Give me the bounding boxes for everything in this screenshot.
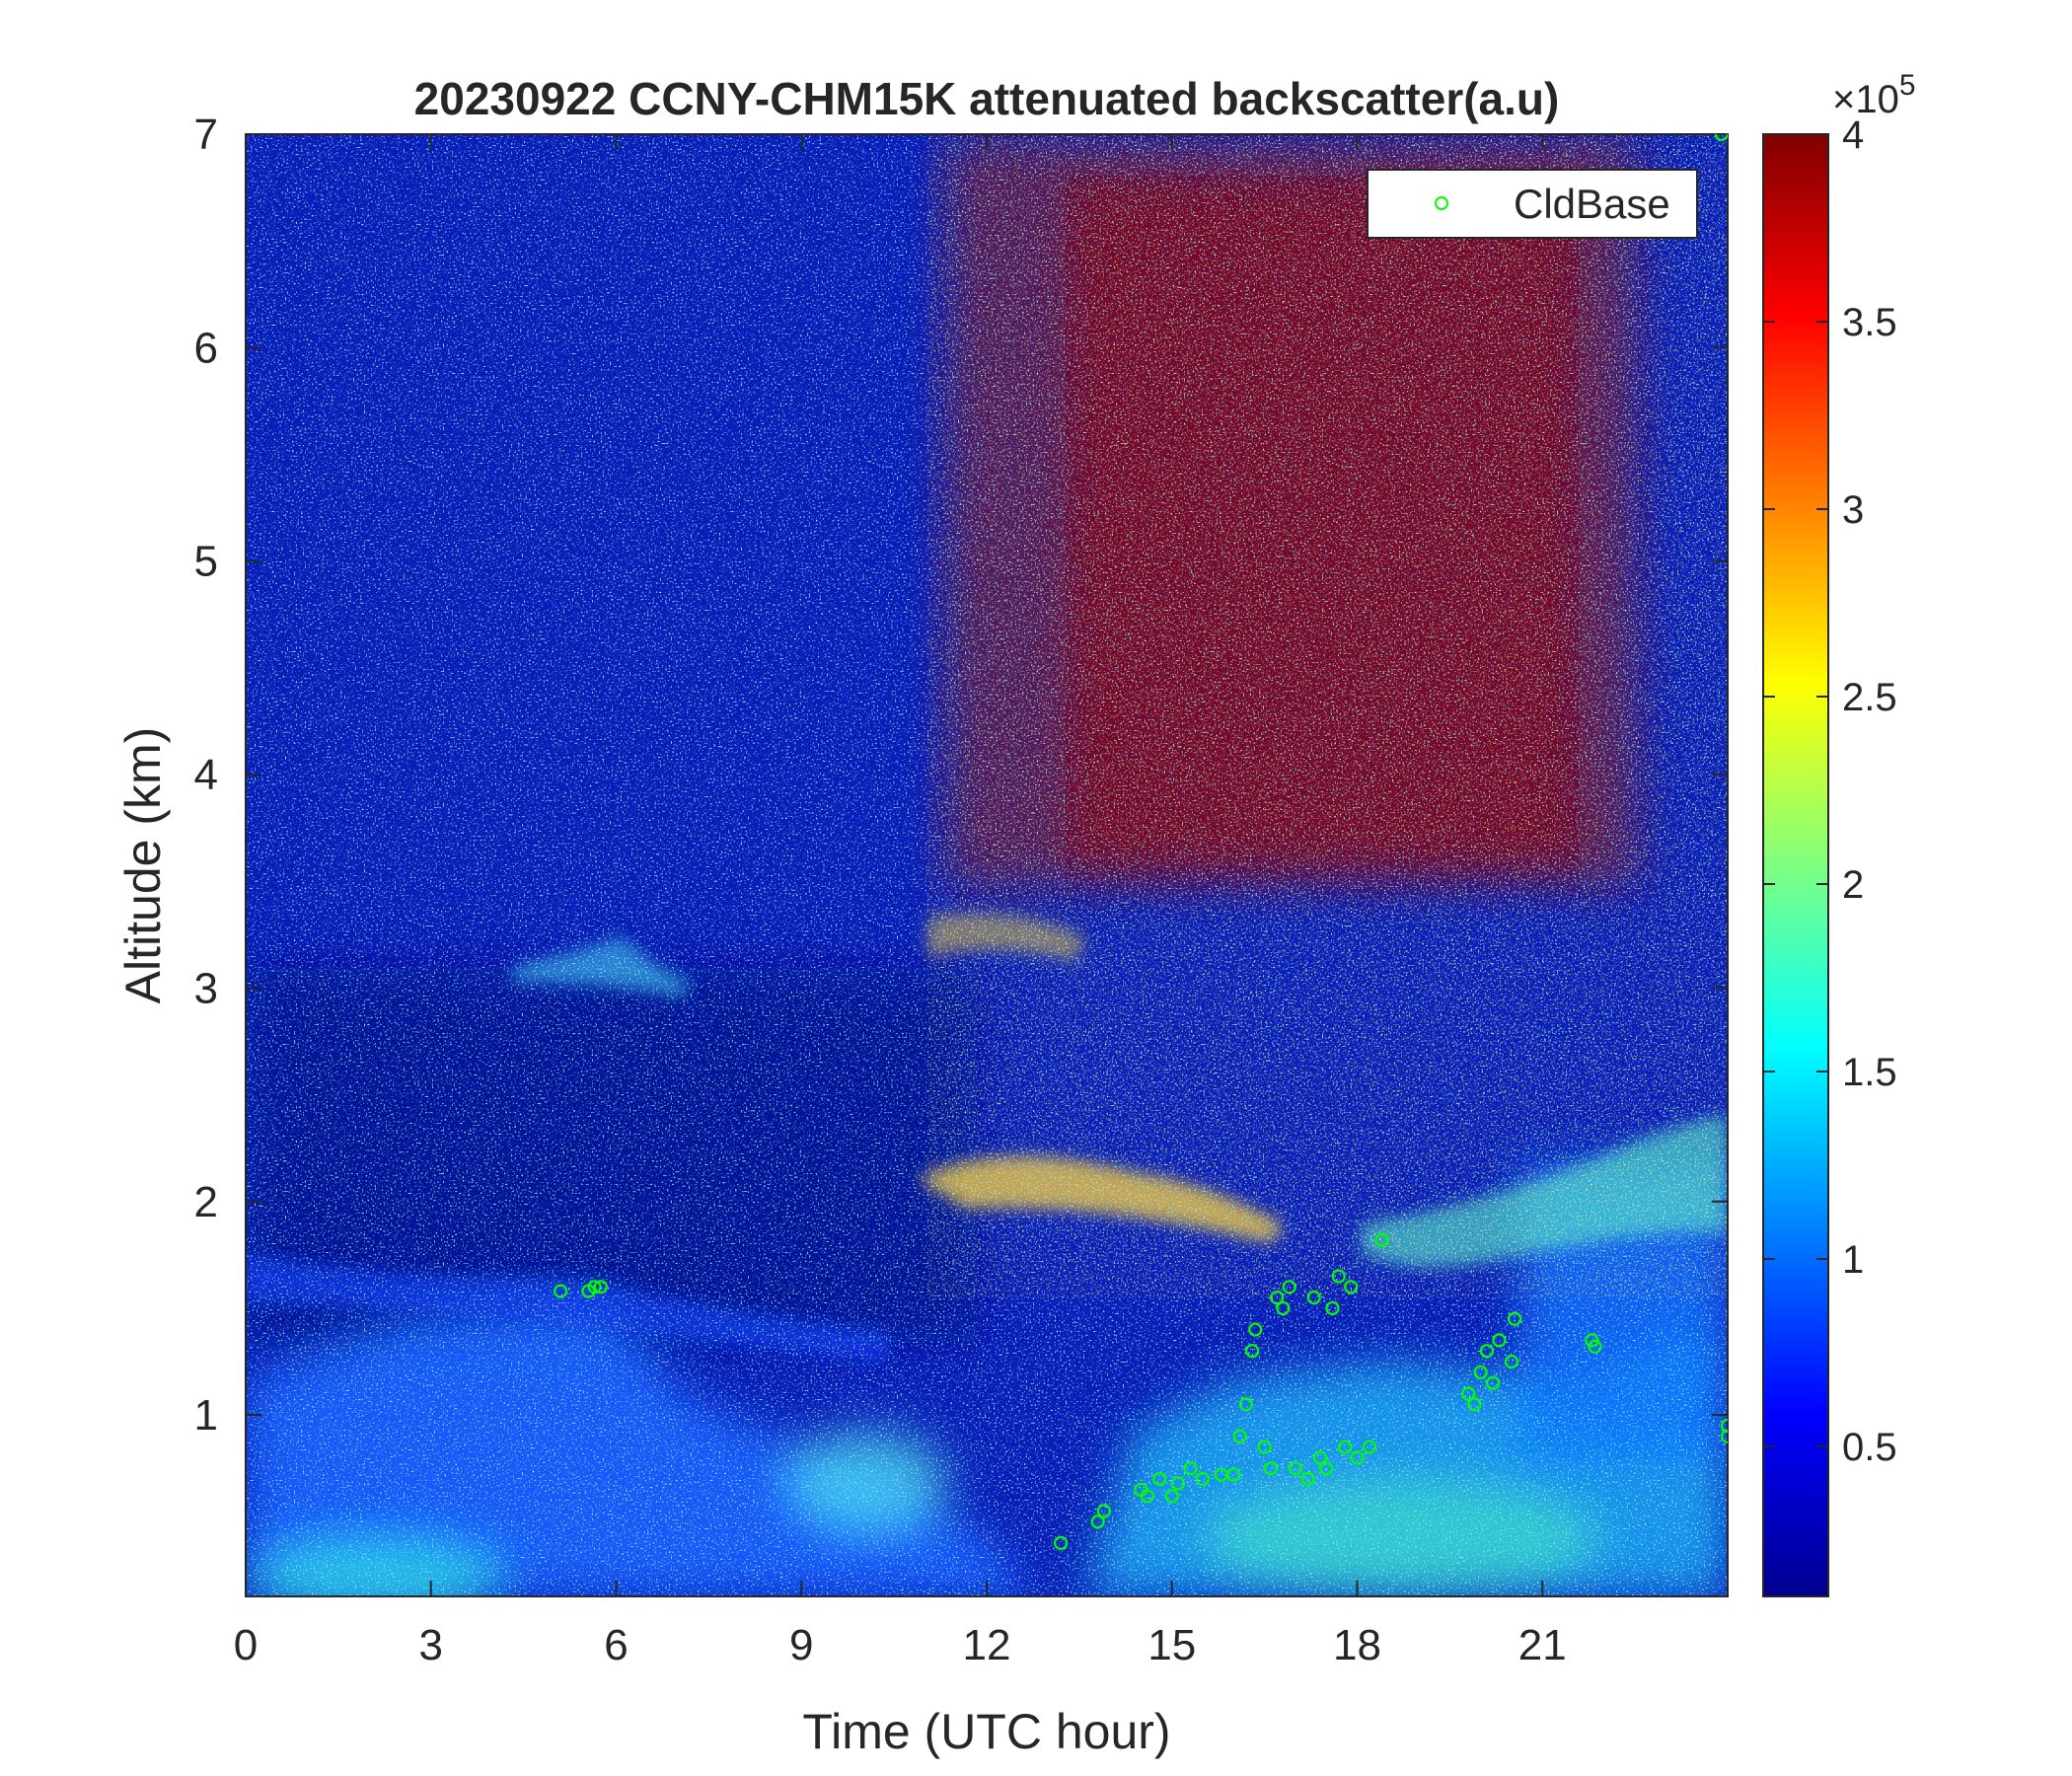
- cldbase-point: [1504, 1354, 1519, 1369]
- y-tick-label: 2: [194, 1178, 218, 1226]
- cldbase-point: [1486, 1375, 1501, 1390]
- y-axis-label: Altitude (km): [115, 727, 171, 1004]
- cldbase-point: [593, 1280, 608, 1295]
- cldbase-point: [1183, 1461, 1198, 1476]
- x-tick-label: 15: [1147, 1621, 1196, 1669]
- y-tick-label: 5: [194, 538, 218, 586]
- cldbase-point: [1337, 1440, 1353, 1454]
- colorbar-tick-label: 3: [1842, 488, 1864, 532]
- colorbar-tick-label: 1: [1842, 1238, 1864, 1282]
- cldbase-point: [1714, 134, 1728, 142]
- cldbase-point: [1344, 1280, 1359, 1295]
- colorbar-multiplier-exponent: 5: [1899, 69, 1916, 102]
- cldbase-point: [1282, 1280, 1296, 1295]
- cldbase-point: [1170, 1476, 1186, 1491]
- colorbar-tick-label: 2.5: [1842, 676, 1897, 719]
- cldbase-point: [1300, 1471, 1315, 1487]
- x-axis-label: Time (UTC hour): [802, 1704, 1170, 1759]
- y-axis-ticks: 1 2 3 4 5 6 7: [194, 111, 1728, 1440]
- y-tick-label: 7: [194, 111, 218, 159]
- cldbase-point: [1276, 1300, 1291, 1316]
- y-tick-label: 6: [194, 324, 218, 372]
- chart-title: 20230922 CCNY-CHM15K attenuated backscat…: [414, 73, 1560, 124]
- cldbase-point: [1473, 1365, 1488, 1379]
- x-tick-label: 12: [963, 1621, 1011, 1669]
- heatmap-speckle-warm: [927, 134, 1728, 1298]
- cldbase-point: [1374, 1232, 1389, 1247]
- cldbase-point: [1288, 1461, 1303, 1476]
- heatmap-image: [246, 134, 1728, 1596]
- legend-entry-cldbase: CldBase: [1514, 181, 1670, 227]
- legend-box: [1367, 169, 1698, 239]
- cldbase-point: [587, 1280, 602, 1295]
- x-tick-label: 21: [1518, 1621, 1567, 1669]
- cldbase-point: [1263, 1461, 1278, 1476]
- colorbar-tick-label: 2: [1842, 863, 1864, 907]
- cldbase-point: [1164, 1489, 1179, 1504]
- cldbase-point: [1238, 1397, 1253, 1412]
- x-tick-label: 6: [604, 1621, 628, 1669]
- cldbase-point: [1720, 1429, 1728, 1443]
- colorbar-tick-label: 3.5: [1842, 301, 1897, 344]
- x-tick-label: 0: [234, 1621, 258, 1669]
- colorbar-tick-label: 1.5: [1842, 1051, 1897, 1094]
- cldbase-point: [1195, 1471, 1211, 1487]
- cldbase-point: [1588, 1339, 1602, 1354]
- cldbase-series: [554, 134, 1728, 1551]
- cldbase-point: [1257, 1440, 1272, 1454]
- colorbar-tick-label: 0.5: [1842, 1426, 1897, 1469]
- cldbase-point: [1467, 1397, 1482, 1412]
- legend-marker: [1435, 196, 1448, 210]
- colorbar-ticks: 0.5 1 1.5 2 2.5 3 3.5 4: [1763, 113, 1897, 1469]
- x-tick-label: 9: [789, 1621, 813, 1669]
- x-tick-label: 18: [1333, 1621, 1381, 1669]
- cldbase-point: [1245, 1344, 1260, 1359]
- cldbase-point: [1720, 1418, 1728, 1434]
- cldbase-point: [1152, 1471, 1167, 1487]
- cldbase-point: [1507, 1311, 1522, 1326]
- cldbase-point: [1140, 1489, 1154, 1504]
- colorbar-tick-label: 4: [1842, 113, 1864, 157]
- x-tick-label: 3: [419, 1621, 443, 1669]
- colorbar: 0.5 1 1.5 2 2.5 3 3.5 4 ×105: [1762, 69, 1916, 1597]
- y-tick-label: 1: [194, 1391, 218, 1440]
- cldbase-point: [1226, 1467, 1241, 1482]
- colorbar-multiplier: ×105: [1832, 69, 1916, 121]
- colorbar-multiplier-base: ×10: [1832, 78, 1899, 121]
- cldbase-point: [1492, 1333, 1507, 1348]
- x-axis-ticks: 0 3 6 9 12 15 18 21: [234, 134, 1567, 1669]
- y-tick-label: 3: [194, 964, 218, 1012]
- cldbase-point: [1270, 1291, 1285, 1305]
- colorbar-gradient: [1762, 133, 1829, 1597]
- cldbase-point: [1248, 1322, 1263, 1337]
- cldbase-point: [1362, 1440, 1377, 1454]
- cldbase-point: [1312, 1450, 1328, 1465]
- cldbase-point: [1325, 1300, 1340, 1316]
- cldbase-point: [1232, 1429, 1247, 1443]
- cldbase-point: [1096, 1504, 1112, 1518]
- cldbase-point: [554, 1284, 568, 1298]
- legend: CldBase: [1367, 169, 1698, 239]
- cldbase-point: [1090, 1515, 1105, 1529]
- cldbase-point: [1461, 1386, 1476, 1401]
- cldbase-point: [1350, 1450, 1365, 1465]
- cldbase-point: [1479, 1344, 1495, 1359]
- cldbase-point: [1053, 1535, 1069, 1551]
- cldbase-point: [1319, 1461, 1334, 1476]
- cldbase-point: [1306, 1291, 1321, 1305]
- cldbase-point: [1331, 1269, 1346, 1284]
- y-tick-label: 4: [194, 751, 218, 799]
